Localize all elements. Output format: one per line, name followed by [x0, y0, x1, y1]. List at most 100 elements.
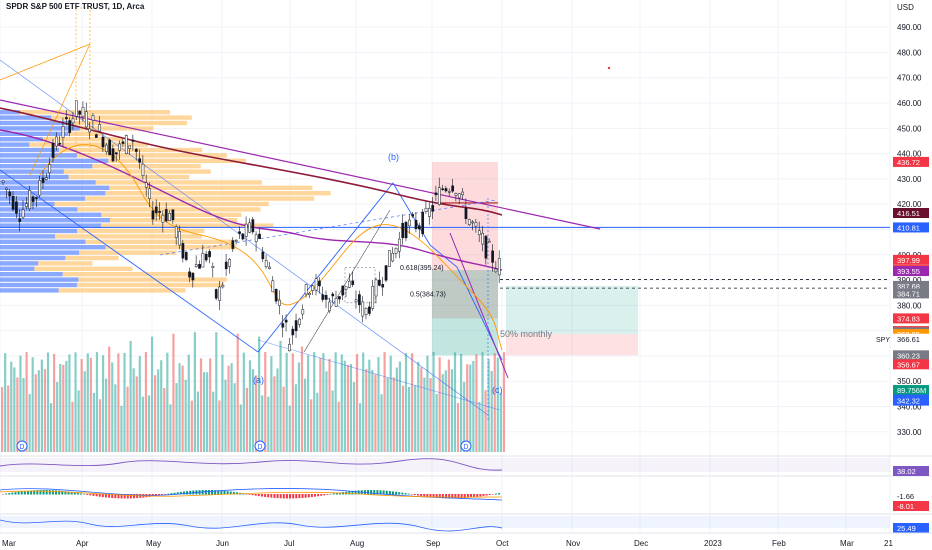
candle-body — [151, 210, 155, 220]
candle-body — [88, 128, 92, 133]
x-tick-label: 21 — [884, 539, 893, 548]
trendline-dashed — [159, 199, 497, 256]
dividend-marker — [460, 440, 472, 452]
macd-bar — [11, 492, 14, 495]
profile-bar-orange — [109, 185, 313, 190]
volume-bar — [258, 336, 261, 452]
macd-bar — [354, 490, 357, 495]
macd-bar — [457, 494, 460, 499]
x-tick-label: Aug — [350, 539, 364, 548]
candle-body — [251, 219, 255, 233]
y-tick-label: 380.00 — [897, 301, 922, 310]
volume-bar — [493, 353, 496, 452]
candle-body — [401, 222, 405, 239]
volume-bar — [248, 360, 252, 452]
macd-bar — [413, 494, 416, 496]
candle-body — [464, 207, 468, 220]
candle-body — [48, 164, 52, 174]
volume-bar — [218, 400, 221, 452]
candle-body — [94, 134, 98, 138]
volume-bar — [77, 390, 80, 452]
volume-bar — [190, 400, 193, 452]
candle-body — [231, 240, 235, 249]
volume-bar — [496, 357, 499, 452]
candle-body — [124, 135, 128, 154]
candle-body — [201, 253, 205, 268]
candle-body — [191, 272, 195, 281]
profile-bar-blue — [0, 250, 80, 255]
candle-body — [314, 278, 318, 291]
volume-bar — [450, 369, 454, 452]
profile-bar-orange — [62, 272, 194, 277]
macd-bar — [126, 494, 129, 499]
candle-body — [171, 209, 175, 221]
profile-bar-orange — [68, 131, 103, 136]
candle-body — [394, 247, 398, 254]
macd-bar — [17, 491, 20, 495]
volume-bar — [362, 352, 365, 452]
macd-bar — [273, 494, 276, 498]
profile-bar-orange — [85, 239, 234, 244]
volume-bar — [334, 352, 337, 452]
candle-body — [358, 294, 361, 306]
macd-value: -8.01 — [897, 502, 914, 511]
y-tick-label: 340.00 — [897, 402, 922, 411]
volume-bar — [193, 332, 196, 452]
volume-bar — [343, 360, 346, 452]
profile-bar-blue — [0, 180, 96, 185]
osc-line — [0, 519, 503, 532]
volume-bar — [108, 346, 111, 452]
volume-bar — [59, 364, 62, 452]
price-label-box — [893, 208, 929, 219]
volume-bar — [456, 402, 460, 452]
candle-body — [454, 193, 458, 196]
volume-bar — [129, 340, 132, 452]
profile-bar-blue — [0, 288, 59, 293]
volume-bar — [150, 336, 154, 452]
volume-bar — [1, 387, 4, 452]
profile-bar-blue — [0, 261, 39, 266]
candle-body — [421, 211, 425, 234]
volume-bar — [19, 355, 22, 452]
macd-bar — [61, 490, 64, 495]
profile-bar-orange — [63, 169, 211, 174]
macd-bar — [95, 494, 98, 497]
macd-bar — [401, 492, 404, 495]
volume-bar — [426, 355, 429, 452]
candle-body — [274, 289, 278, 302]
volume-bar — [53, 354, 56, 452]
macd-bar — [301, 494, 304, 498]
macd-bar — [416, 494, 419, 496]
volume-bar — [126, 386, 129, 452]
volume-bar — [404, 353, 408, 452]
macd-bar — [445, 494, 448, 499]
macd-bar — [420, 494, 423, 496]
volume-bar — [267, 396, 270, 452]
candle-body — [481, 232, 484, 245]
candle-body — [408, 219, 411, 227]
candle-body — [304, 284, 308, 295]
price-label: 393.55 — [897, 267, 920, 276]
volume-bar — [71, 401, 74, 452]
volume-bar — [328, 358, 331, 452]
profile-bar-orange — [73, 120, 188, 126]
profile-bar-orange — [77, 153, 227, 158]
candle-body — [104, 144, 108, 152]
profile-bar-blue — [0, 191, 106, 196]
macd-bar — [8, 493, 11, 495]
profile-bar-orange — [51, 115, 192, 120]
candle-body — [138, 158, 141, 163]
macd-bar — [323, 494, 326, 496]
candle-body — [321, 294, 325, 300]
fib-label: 0.5(384.73) — [410, 291, 446, 298]
candle-body — [224, 261, 228, 270]
volume-bar — [365, 369, 368, 452]
profile-bar-orange — [105, 245, 237, 250]
volume-bar — [49, 403, 53, 452]
price-label-box — [893, 395, 929, 406]
volume-bar — [398, 361, 401, 452]
drawings — [0, 43, 601, 420]
candle-body — [494, 268, 498, 272]
candle-body — [258, 233, 261, 239]
